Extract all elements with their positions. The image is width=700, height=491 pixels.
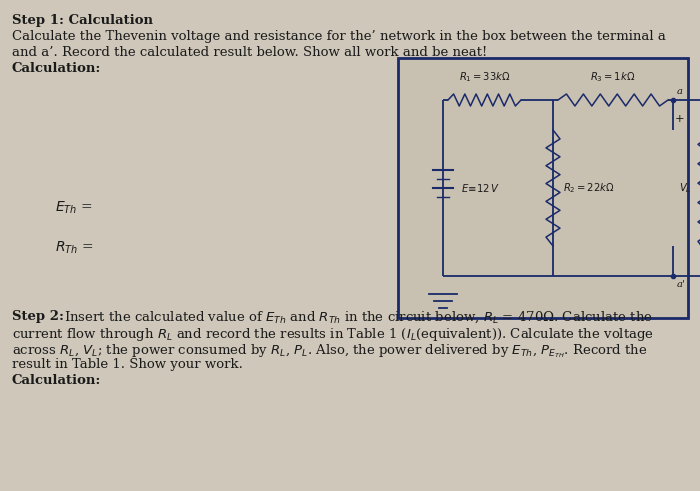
Text: Calculate the Thevenin voltage and resistance for the’ network in the box betwee: Calculate the Thevenin voltage and resis…: [12, 30, 666, 43]
Text: Step 2:: Step 2:: [12, 310, 64, 323]
Text: and a’. Record the calculated result below. Show all work and be neat!: and a’. Record the calculated result bel…: [12, 46, 487, 59]
Text: +: +: [675, 114, 685, 124]
Text: Insert the calculated value of $E_{Th}$ and $R_{Th}$ in the circuit below, $R_L$: Insert the calculated value of $E_{Th}$ …: [60, 310, 652, 326]
Text: $R_1=33k\Omega$: $R_1=33k\Omega$: [458, 70, 510, 84]
Text: result in Table 1. Show your work.: result in Table 1. Show your work.: [12, 358, 243, 371]
Text: across $R_L$, $V_L$; the power consumed by $R_L$, $P_L$. Also, the power deliver: across $R_L$, $V_L$; the power consumed …: [12, 342, 648, 359]
Text: $V_L$: $V_L$: [679, 181, 691, 195]
Text: $E_{Th}$ =: $E_{Th}$ =: [55, 200, 93, 217]
Text: Calculation:: Calculation:: [12, 374, 102, 387]
Text: Step 1: Calculation: Step 1: Calculation: [12, 14, 153, 27]
Text: Calculation:: Calculation:: [12, 62, 102, 75]
Text: current flow through $R_L$ and record the results in Table 1 ($I_L$(equivalent)): current flow through $R_L$ and record th…: [12, 326, 654, 343]
Text: a': a': [677, 280, 686, 289]
Text: $R_2=22k\Omega$: $R_2=22k\Omega$: [563, 181, 615, 195]
Text: $R_3=1k\Omega$: $R_3=1k\Omega$: [590, 70, 636, 84]
Text: $R_{Th}$ =: $R_{Th}$ =: [55, 240, 94, 256]
Text: $E\!\equiv\!12\,V$: $E\!\equiv\!12\,V$: [461, 182, 500, 194]
Text: a: a: [677, 87, 683, 96]
Bar: [398, 58, 688, 318]
